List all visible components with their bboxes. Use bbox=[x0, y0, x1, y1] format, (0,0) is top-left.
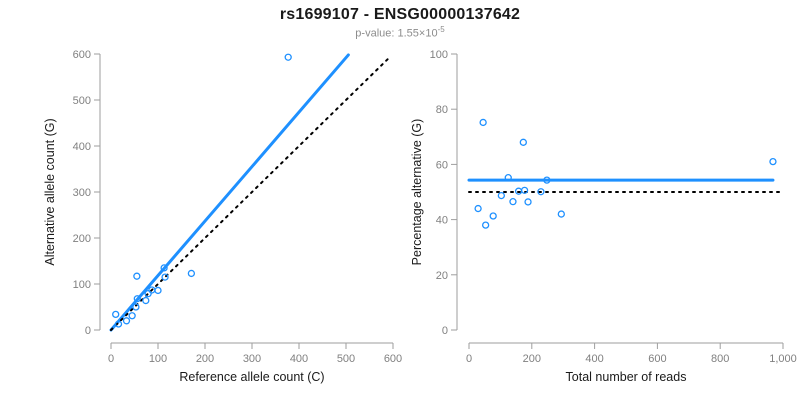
regression-line bbox=[109, 53, 350, 332]
x-tick-label: 0 bbox=[466, 353, 472, 365]
y-tick-label: 200 bbox=[73, 233, 91, 245]
y-tick-label: 600 bbox=[73, 49, 91, 61]
data-point bbox=[537, 188, 545, 196]
x-tick-label: 800 bbox=[711, 353, 729, 365]
data-point bbox=[481, 221, 490, 229]
x-axis-title: Reference allele count (C) bbox=[179, 370, 324, 384]
data-point bbox=[187, 269, 196, 278]
y-tick-label: 20 bbox=[436, 270, 448, 282]
y-axis-title: Alternative allele count (G) bbox=[43, 118, 57, 265]
page-title: rs1699107 - ENSG00000137642 bbox=[279, 6, 521, 23]
pvalue-text: p-value: 1.55×10 bbox=[355, 27, 438, 40]
data-point bbox=[133, 272, 141, 280]
x-tick-label: 200 bbox=[523, 353, 541, 365]
data-point bbox=[144, 290, 152, 298]
right-scatter-plot: 0 20 40 60 80 100 0 200 400 600 800 1,000 Total numb… bbox=[410, 49, 797, 384]
y-tick-label: 100 bbox=[430, 49, 448, 61]
data-point bbox=[509, 198, 517, 206]
data-point bbox=[160, 264, 168, 272]
x-tick-label: 400 bbox=[290, 353, 308, 365]
data-point bbox=[132, 303, 140, 311]
data-point bbox=[769, 157, 777, 166]
x-tick-label: 0 bbox=[108, 353, 114, 365]
data-point bbox=[479, 118, 487, 127]
data-point bbox=[154, 286, 162, 295]
data-point bbox=[543, 176, 551, 184]
pvalue-subtitle: p-value: 1.55×10-5 bbox=[0, 25, 800, 40]
data-point bbox=[284, 53, 292, 61]
x-tick-label: 100 bbox=[149, 353, 167, 365]
y-tick-label: 100 bbox=[73, 279, 91, 291]
y-tick-label: 80 bbox=[436, 104, 448, 116]
x-tick-label: 1,000 bbox=[769, 353, 797, 365]
left-scatter-plot: 0 100 200 300 400 500 600 0 100 200 300 400 500 600 Re… bbox=[43, 49, 402, 384]
data-point bbox=[520, 186, 529, 194]
x-tick-label: 400 bbox=[585, 353, 603, 365]
y-axis-title: Percentage alternative (G) bbox=[410, 119, 424, 266]
y-tick-label: 60 bbox=[436, 159, 448, 171]
data-point bbox=[161, 273, 169, 281]
x-tick-label: 600 bbox=[384, 353, 402, 365]
y-tick-label: 0 bbox=[85, 325, 91, 337]
data-point bbox=[557, 210, 565, 218]
data-point bbox=[497, 191, 505, 200]
x-tick-label: 500 bbox=[337, 353, 355, 365]
data-point bbox=[519, 138, 527, 146]
identity-line bbox=[110, 55, 392, 331]
y-tick-label: 300 bbox=[73, 187, 91, 199]
data-point bbox=[142, 296, 150, 305]
x-tick-label: 600 bbox=[648, 353, 666, 365]
data-point bbox=[128, 312, 136, 320]
x-tick-label: 200 bbox=[196, 353, 214, 365]
data-point bbox=[474, 204, 482, 213]
data-point bbox=[122, 317, 131, 325]
data-point bbox=[504, 173, 512, 182]
data-point bbox=[133, 295, 141, 303]
y-tick-label: 40 bbox=[436, 215, 448, 227]
data-point bbox=[524, 198, 532, 206]
data-point bbox=[489, 212, 497, 220]
y-tick-label: 500 bbox=[73, 95, 91, 107]
y-tick-label: 400 bbox=[73, 141, 91, 153]
y-tick-label: 0 bbox=[442, 325, 448, 337]
data-point bbox=[114, 320, 123, 328]
pvalue-exponent: -5 bbox=[437, 25, 445, 34]
x-tick-label: 300 bbox=[243, 353, 261, 365]
data-point bbox=[112, 310, 120, 319]
x-axis-title: Total number of reads bbox=[566, 370, 687, 384]
